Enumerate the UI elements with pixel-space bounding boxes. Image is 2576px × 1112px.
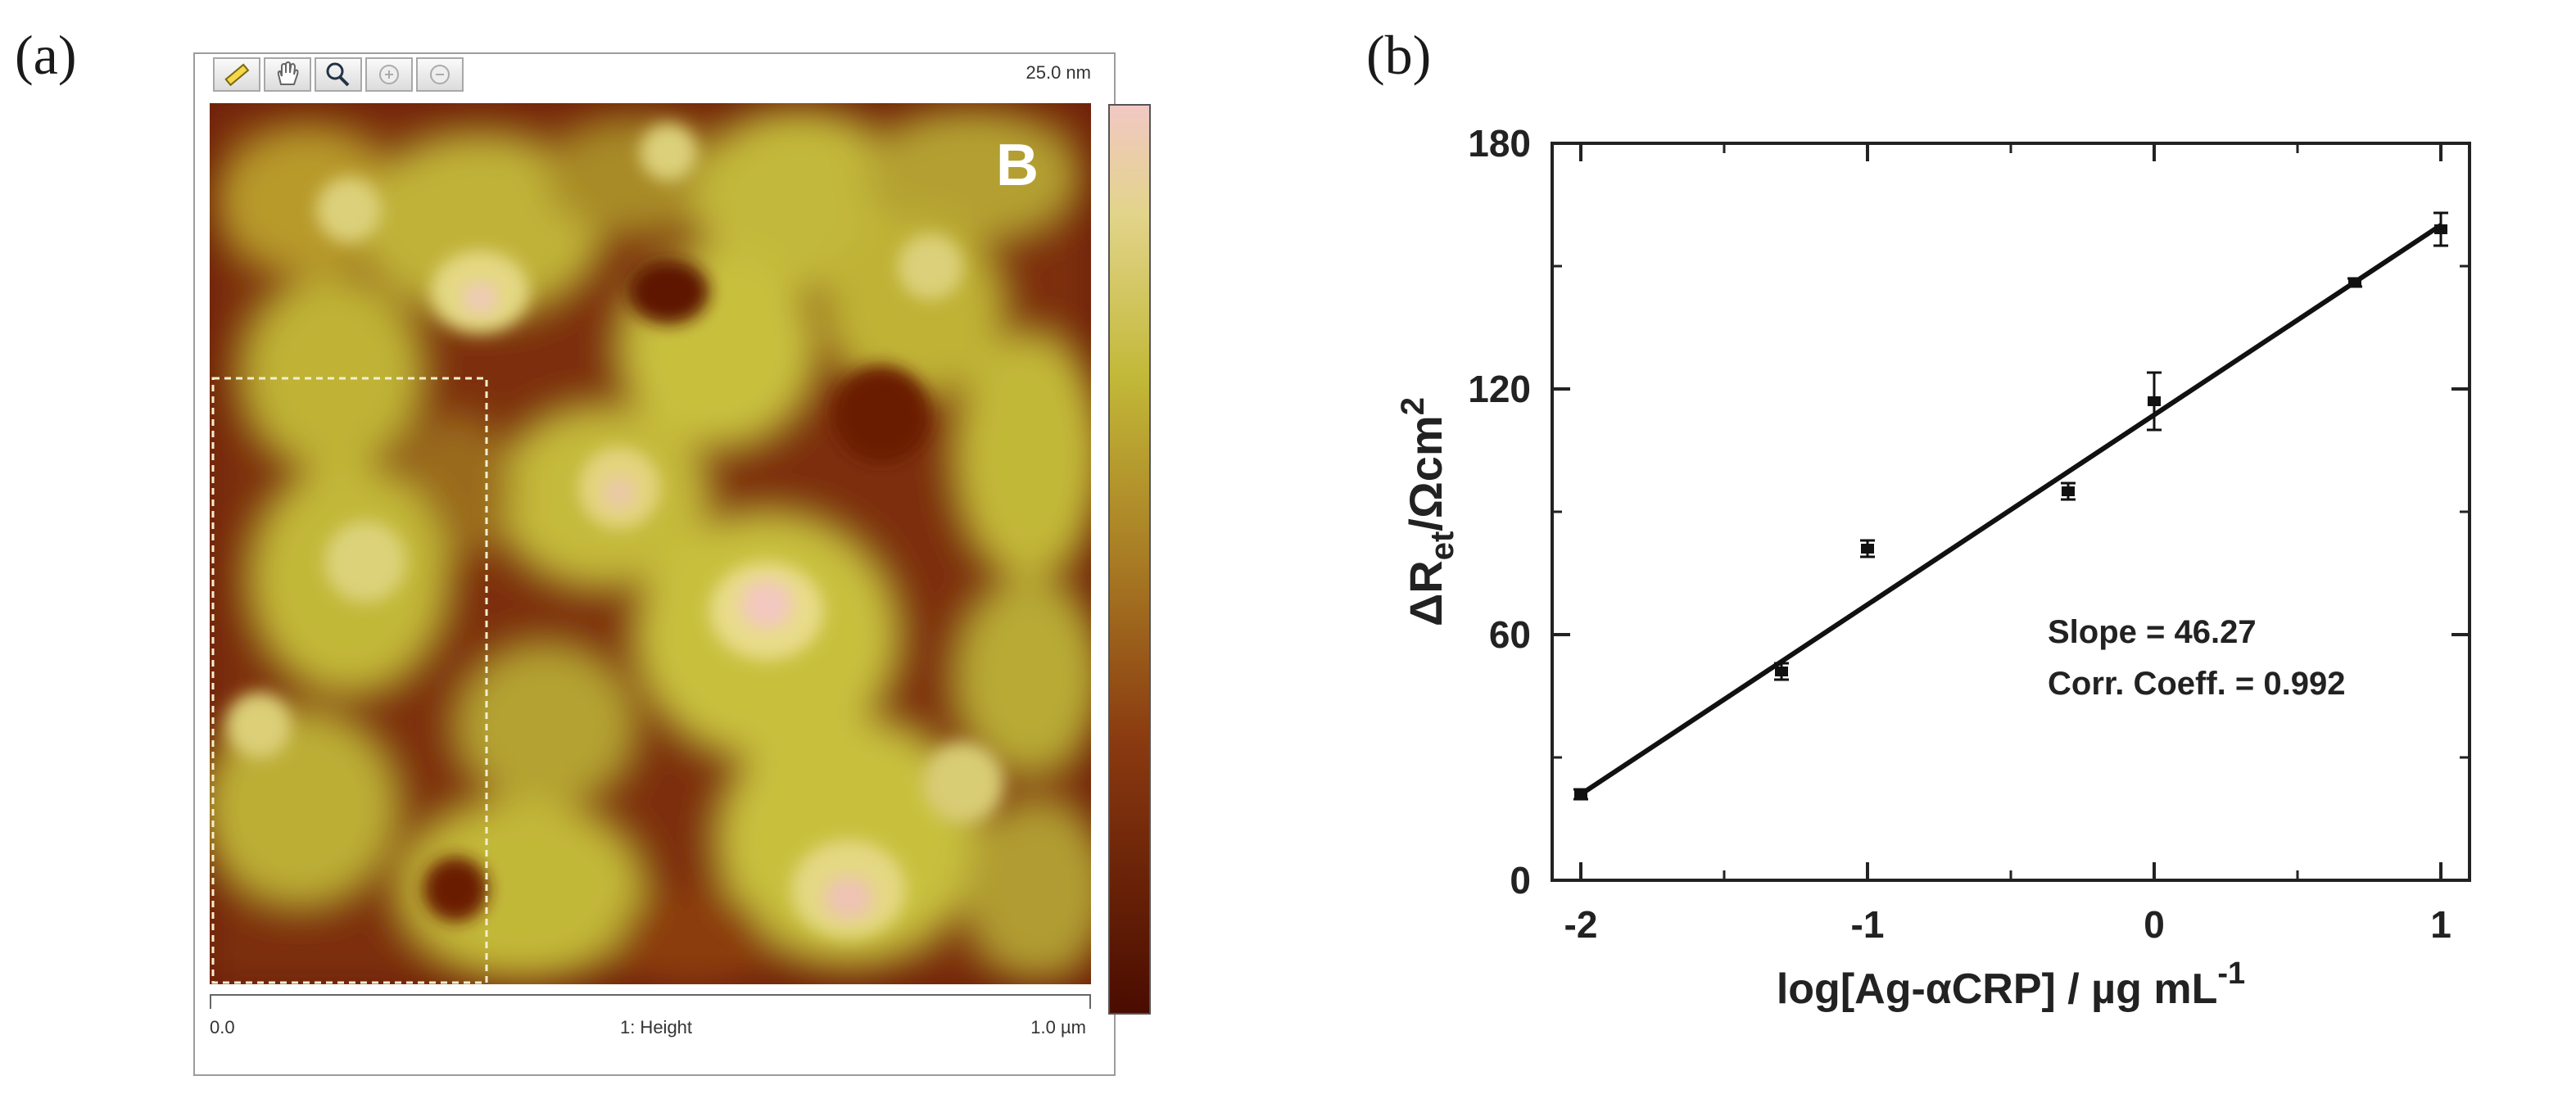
data-point [2348,278,2361,287]
y-axis-label: ΔRet/Ωcm2 [1395,397,1460,626]
x-tick-label: 0 [2144,903,2165,946]
height-colorbar [1108,104,1151,1015]
afm-x-min: 0.0 [210,1017,235,1037]
afm-viewer-window: 25.0 nm [193,52,1151,1076]
calibration-plot: 0 60 120 180 -2 -1 0 1 ΔRet/Ωcm2 log[Ag-αCRP] /… [1395,122,2471,1013]
y-tick-label: 0 [1510,859,1531,902]
afm-toolbar [213,57,464,93]
y-tick-label: 180 [1468,122,1531,165]
afm-x-max: 1.0 µm [1030,1017,1086,1037]
magnifier-icon[interactable] [315,57,362,92]
data-point [1574,789,1587,799]
fit-line-group [1579,223,2442,797]
panel-b-label: (b) [1366,24,1432,86]
data-points [1573,211,2448,801]
image-label: B [996,133,1039,198]
data-point [2434,224,2447,234]
panel-a-label: (a) [15,24,77,86]
data-point [1861,544,1874,554]
pan-hand-icon[interactable] [264,57,311,92]
y-tick-label: 60 [1489,613,1531,656]
selection-rectangle[interactable] [211,377,488,984]
annotation-slope: Slope = 46.27 [2048,614,2257,650]
y-tick-label: 120 [1468,368,1531,410]
afm-height-image: B [210,103,1091,984]
fit-line [1579,223,2442,797]
afm-scale-bar [210,994,1091,1009]
x-tick-label: -1 [1851,903,1885,946]
zoom-out-icon[interactable] [416,57,464,92]
x-tick-label: -2 [1564,903,1598,946]
x-tick-label: 1 [2430,903,2452,946]
data-point [2148,396,2161,406]
afm-scale-max: 25.0 nm [1025,62,1092,83]
annotation-corr: Corr. Coeff. = 0.992 [2048,666,2345,702]
plot-ticks: 0 60 120 180 -2 -1 0 1 [1468,122,2470,946]
data-point [2062,486,2075,496]
ruler-icon[interactable] [213,57,260,92]
afm-channel-label: 1: Height [619,1017,693,1037]
zoom-in-icon[interactable] [365,57,413,92]
data-point [1775,667,1788,676]
x-axis-label: log[Ag-αCRP] / µg mL-1 [1777,956,2245,1013]
